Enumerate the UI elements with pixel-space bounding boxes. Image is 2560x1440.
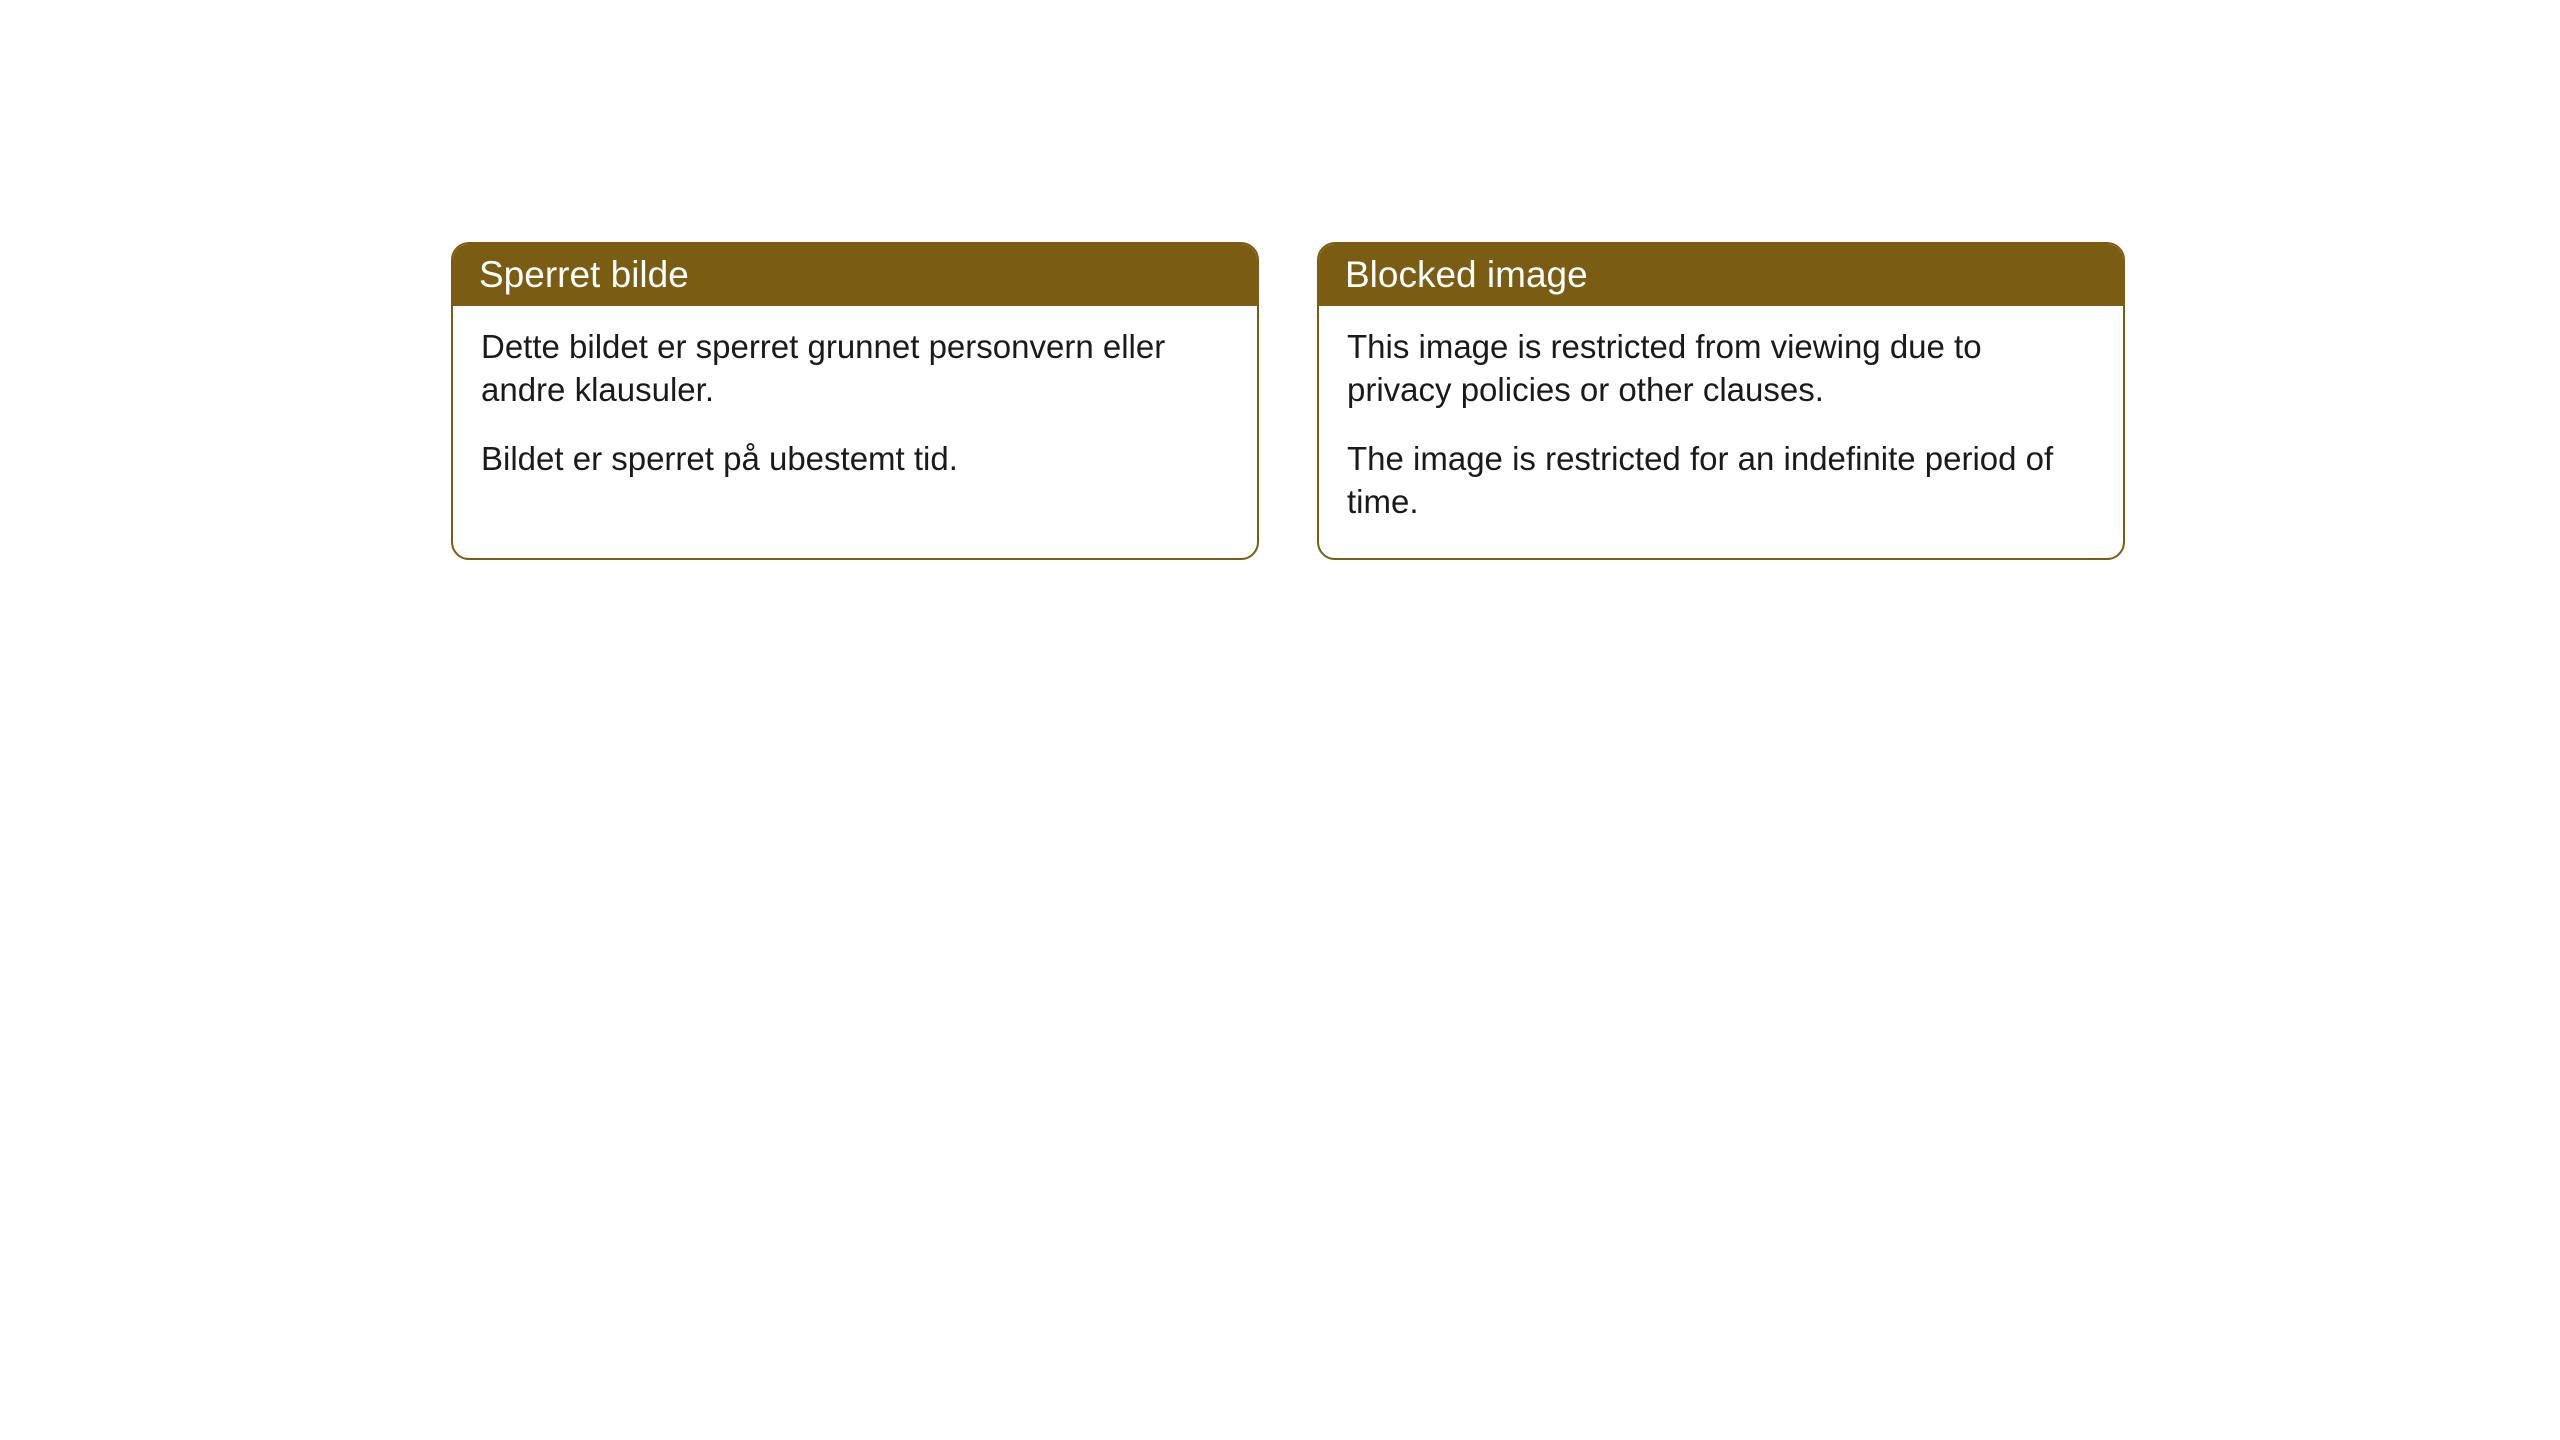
blocked-image-card-english: Blocked image This image is restricted f… xyxy=(1317,242,2125,560)
card-body: This image is restricted from viewing du… xyxy=(1319,306,2123,558)
card-paragraph: Dette bildet er sperret grunnet personve… xyxy=(481,326,1229,412)
cards-container: Sperret bilde Dette bildet er sperret gr… xyxy=(451,242,2125,560)
card-header-title: Sperret bilde xyxy=(453,244,1257,306)
card-body: Dette bildet er sperret grunnet personve… xyxy=(453,306,1257,515)
card-paragraph: This image is restricted from viewing du… xyxy=(1347,326,2095,412)
card-header-title: Blocked image xyxy=(1319,244,2123,306)
card-paragraph: The image is restricted for an indefinit… xyxy=(1347,438,2095,524)
blocked-image-card-norwegian: Sperret bilde Dette bildet er sperret gr… xyxy=(451,242,1259,560)
card-paragraph: Bildet er sperret på ubestemt tid. xyxy=(481,438,1229,481)
